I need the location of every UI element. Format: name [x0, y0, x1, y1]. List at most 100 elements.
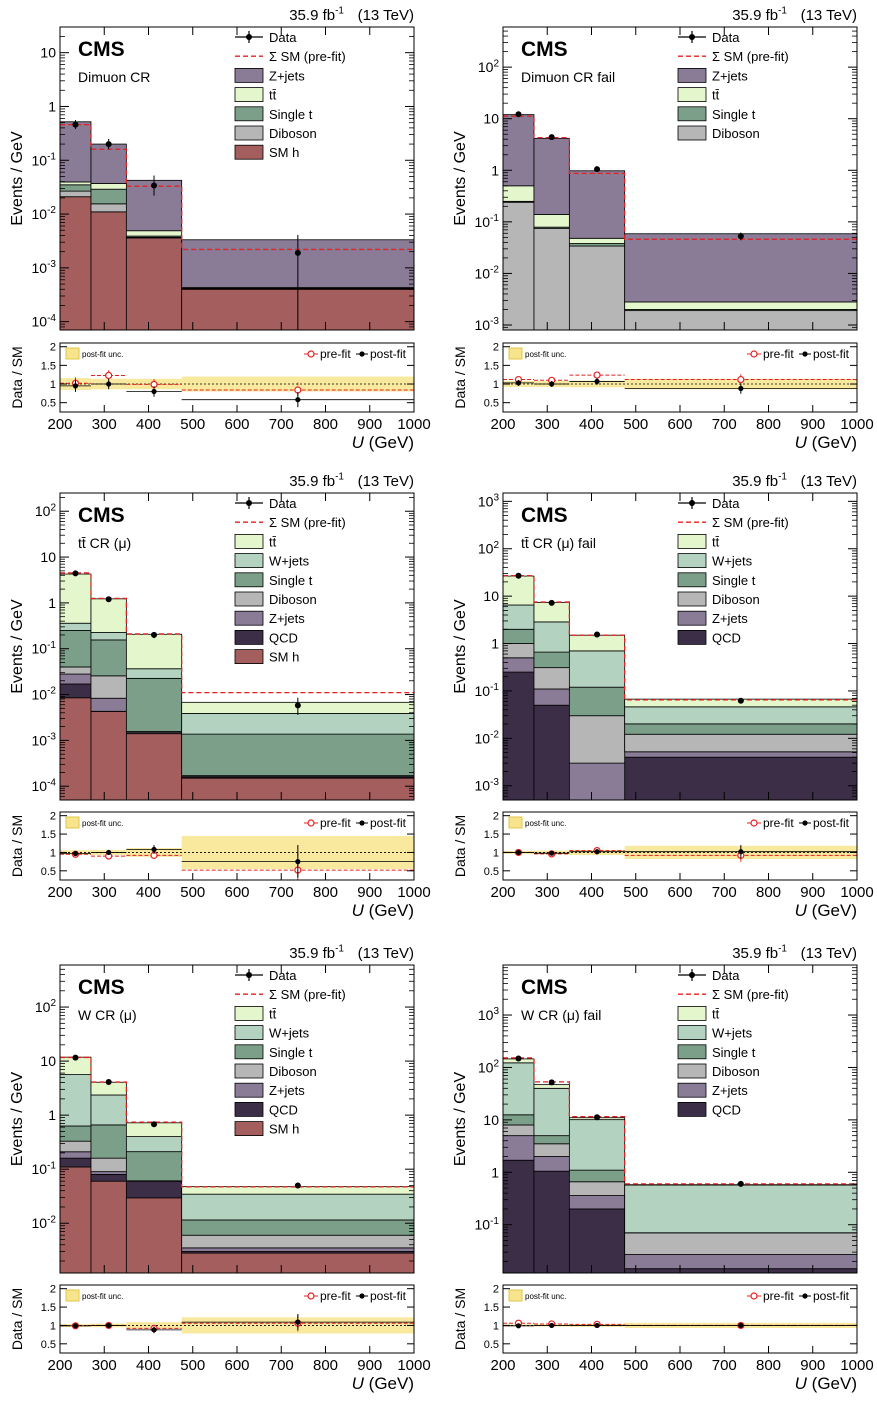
y-tick-label: 10-3	[475, 777, 500, 794]
hist-bar-diboson	[624, 733, 858, 753]
y-tick-label: 10	[483, 588, 499, 604]
hist-bar-diboson	[181, 1234, 415, 1249]
energy-label: (13 TeV)	[801, 473, 857, 490]
ratio-legend-label: post-fit	[813, 816, 850, 830]
data-point	[594, 166, 601, 173]
y-tick-label: 10-2	[475, 729, 500, 746]
legend-label: QCD	[712, 630, 741, 645]
hist-bar-smh	[59, 196, 92, 331]
ratio-legend-label: pre-fit	[763, 816, 794, 830]
legend-label: Diboson	[269, 1064, 317, 1079]
ratio-y-tick-label: 1	[50, 1320, 56, 1332]
ratio-panel: 0.5 1 1.5 2 200 300 400 500 600 700 800 900 1000 Data…	[9, 342, 431, 452]
ratio-legend-label: post-fit unc.	[82, 350, 123, 359]
legend-label: Σ SM (pre-fit)	[712, 49, 789, 64]
y-axis-label: Events / GeV	[452, 1072, 469, 1167]
y-tick-label: 10-1	[475, 682, 500, 699]
ratio-y-tick-label: 1	[493, 379, 499, 391]
legend-swatch	[234, 106, 264, 122]
data-point	[594, 631, 601, 638]
hist-bar-zjets	[568, 1195, 626, 1210]
x-tick-label: 500	[623, 884, 648, 901]
ratio-y-axis-label: Data / SM	[9, 815, 25, 877]
hist-bar-ttbar	[125, 230, 183, 237]
legend-label: Single t	[712, 1045, 756, 1060]
x-tick-label: 600	[224, 1357, 249, 1374]
hist-bar-diboson	[568, 245, 626, 331]
y-tick-label: 1	[491, 636, 499, 652]
x-tick-label: 800	[756, 884, 781, 901]
cms-label: CMS	[78, 504, 125, 527]
ratio-postfit-point	[738, 385, 744, 392]
legend-label: QCD	[269, 1102, 298, 1117]
hist-bar-wjets	[624, 1184, 858, 1234]
data-point	[294, 1182, 301, 1189]
ratio-postfit-point	[295, 1319, 301, 1325]
legend-swatch	[234, 1102, 264, 1117]
prefit-line	[503, 1057, 857, 1185]
data-point	[72, 570, 79, 577]
hist-bar-wjets	[181, 713, 415, 735]
ratio-y-tick-label: 1.5	[484, 1302, 499, 1314]
legend-swatch	[677, 630, 707, 645]
legend-label: Data	[269, 496, 297, 511]
ratio-y-tick-label: 2	[493, 811, 499, 823]
ratio-legend-label: post-fit	[813, 1289, 850, 1303]
region-label: W CR (μ)	[78, 1007, 137, 1023]
hist-bar-zjets	[624, 233, 858, 303]
x-tick-label: 700	[712, 884, 737, 901]
x-tick-label: 400	[136, 1357, 161, 1374]
y-axis-label: Events / GeV	[9, 599, 26, 694]
legend-label: tt̄	[712, 534, 720, 549]
lumi-label: 35.9 fb-1	[732, 944, 787, 962]
ratio-panel: 0.5 1 1.5 2 200 300 400 500 600 700 800 900 1000 Data…	[452, 1284, 874, 1393]
hist-bar-singlet	[90, 188, 127, 205]
ratio-legend-prefit-marker	[750, 819, 758, 827]
y-tick-label: 10	[483, 111, 499, 127]
x-tick-label: 700	[712, 1357, 737, 1374]
ratio-postfit-point	[515, 849, 522, 856]
x-tick-label: 1000	[397, 884, 430, 901]
legend-label: W+jets	[712, 554, 753, 569]
x-tick-label: 200	[490, 1357, 515, 1374]
ratio-y-tick-label: 1.5	[41, 360, 56, 372]
legend-label: Z+jets	[712, 1083, 748, 1098]
hist-bar-qcd	[533, 704, 570, 801]
y-tick-label: 103	[478, 1006, 500, 1023]
x-tick-label: 700	[269, 1357, 294, 1374]
x-tick-label: 200	[47, 884, 72, 901]
ratio-legend-label: pre-fit	[763, 1289, 794, 1303]
legend-label: Z+jets	[269, 68, 305, 83]
ratio-postfit-point	[594, 378, 600, 385]
hist-bar-wjets	[502, 604, 535, 630]
data-point	[294, 702, 301, 709]
region-label: Dimuon CR fail	[521, 69, 615, 85]
ratio-legend-unc-swatch	[65, 1289, 80, 1302]
legend-label: Data	[269, 30, 297, 45]
cms-label: CMS	[78, 976, 125, 999]
ratio-postfit-point	[515, 380, 522, 386]
legend-label: Σ SM (pre-fit)	[269, 49, 346, 64]
ratio-legend-label: pre-fit	[763, 347, 794, 361]
legend-swatch	[677, 610, 707, 626]
ratio-legend-label: post-fit unc.	[82, 819, 123, 828]
hist-bar-singlet	[90, 1124, 127, 1159]
hist-bar-zjets	[90, 1171, 127, 1175]
x-tick-label: 200	[47, 1357, 72, 1374]
y-tick-label: 10-1	[32, 151, 57, 168]
hist-bar-zjets	[502, 657, 535, 673]
hist-bar-zjets	[624, 1254, 858, 1270]
energy-label: (13 TeV)	[358, 7, 414, 24]
hist-bar-ttbar	[125, 633, 183, 670]
hist-bar-diboson	[90, 675, 127, 699]
chart-panel-2: 10-3 10-2 10-1 1 10 102 35.9 fb-1 (13 TeV) CMS Di…	[452, 6, 874, 452]
x-tick-label: 500	[180, 884, 205, 901]
legend-swatch	[677, 553, 707, 568]
ratio-postfit-point	[106, 381, 112, 387]
ratio-prefit-point	[294, 386, 302, 394]
lumi-label: 35.9 fb-1	[732, 472, 787, 490]
ratio-legend-prefit-marker	[307, 819, 315, 827]
x-tick-label: 1000	[840, 416, 873, 433]
ratio-legend-unc-swatch	[508, 1289, 523, 1302]
